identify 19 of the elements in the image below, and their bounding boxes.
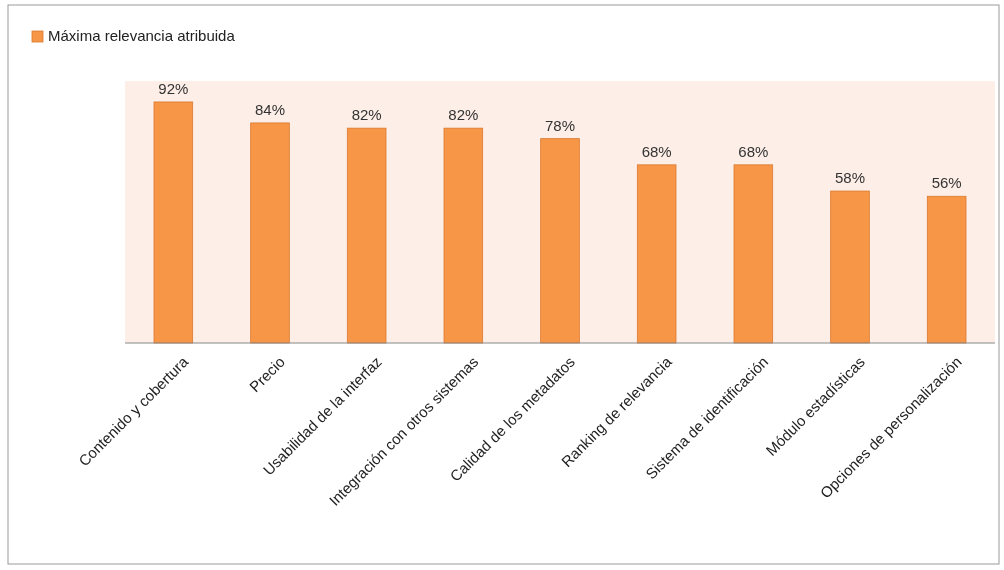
data-label: 56% <box>931 174 962 192</box>
data-label: 92% <box>158 79 189 97</box>
bar <box>926 195 967 344</box>
bar <box>153 101 194 344</box>
legend-label: Máxima relevancia atribuida <box>48 27 236 44</box>
data-label: 68% <box>641 142 672 160</box>
data-label: 68% <box>738 142 769 160</box>
data-label: 82% <box>448 106 479 124</box>
data-label: 58% <box>834 169 866 187</box>
bar <box>346 127 387 344</box>
bar <box>540 138 580 344</box>
data-label: 78% <box>544 116 576 134</box>
bar <box>733 164 774 344</box>
bar <box>443 127 484 344</box>
data-label: 84% <box>254 100 286 118</box>
data-label: 82% <box>351 106 382 124</box>
bar <box>830 190 870 344</box>
bar <box>250 122 290 344</box>
bar <box>636 164 677 344</box>
